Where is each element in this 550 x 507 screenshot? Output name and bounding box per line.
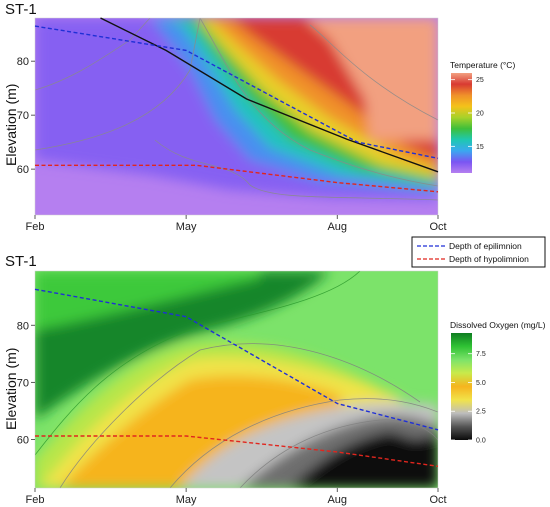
temperature-xtick-label: Aug [327, 221, 347, 233]
temperature-xtick-label: Feb [26, 221, 45, 233]
temperature-title: ST-1 [5, 1, 37, 18]
temperature-colorbar-tick-label: 15 [476, 144, 484, 151]
temperature-colorbar-tick-label: 20 [476, 111, 484, 118]
temperature-heatmap [35, 18, 438, 215]
hypolimnion-legend-label: Depth of hypolimnion [449, 254, 529, 264]
oxygen-xtick-label: Oct [429, 494, 446, 506]
oxygen-epilimnion-line [34, 288, 439, 431]
oxygen-colorbar-tick-label: 2.5 [476, 409, 486, 416]
temperature-xtick-label: Oct [429, 221, 446, 233]
temperature-ylabel: Elevation (m) [3, 84, 19, 166]
oxygen-xtick-label: May [176, 494, 197, 506]
temperature-ytick-label: 70 [17, 110, 29, 122]
temperature-field [35, 18, 438, 200]
oxygen-colorbar-tick-label: 0.0 [476, 438, 486, 445]
temperature-axes: Feb May Aug Oct 60 70 80 [17, 56, 447, 233]
oxygen-hypolimnion-line [35, 435, 439, 467]
oxygen-axes: Feb May Aug Oct 60 70 80 [17, 320, 447, 506]
oxygen-xtick-label: Aug [327, 494, 347, 506]
oxygen-ytick-label: 80 [17, 320, 29, 332]
temperature-colorbar-ramp [451, 73, 472, 173]
temperature-series-lines [34, 17, 439, 193]
oxygen-colorbar-title: Dissolved Oxygen (mg/L) [450, 320, 546, 330]
epilimnion-legend-label: Depth of epilimnion [449, 241, 522, 251]
oxygen-colorbar-ticks: 7.5 5.0 2.5 0.0 [451, 351, 486, 445]
temperature-plot-frame [34, 17, 439, 216]
temperature-colorbar-tick-label: 25 [476, 77, 484, 84]
oxygen-xtick-label: Feb [26, 494, 45, 506]
line-legend: Depth of epilimnion Depth of hypolimnion [411, 236, 546, 268]
temperature-ytick-label: 60 [17, 164, 29, 176]
oxygen-ytick-label: 70 [17, 377, 29, 389]
oxygen-series-lines [34, 288, 439, 467]
oxygen-colorbar-ramp [451, 333, 472, 440]
line-legend-box [411, 236, 546, 268]
oxygen-field [35, 271, 438, 488]
oxygen-heatmap [35, 271, 438, 488]
oxygen-contours [35, 271, 438, 488]
oxygen-title: ST-1 [5, 253, 37, 270]
temperature-colorbar-ticks: 25 20 15 [451, 77, 484, 151]
temperature-gray-contours [35, 18, 438, 201]
temperature-hypolimnion-line [35, 164, 439, 193]
oxygen-band-black [290, 432, 438, 488]
oxygen-plot-frame [34, 270, 439, 489]
temperature-colorbar-title: Temperature (°C) [450, 60, 515, 70]
temperature-colorbar: Temperature (°C) 25 20 15 [450, 60, 515, 173]
oxygen-colorbar-tick-label: 7.5 [476, 351, 486, 358]
temperature-ytick-label: 80 [17, 56, 29, 68]
oxygen-band-green [35, 271, 260, 330]
temperature-epilimnion-line [34, 25, 439, 159]
temperature-black-contour [100, 17, 439, 173]
oxygen-colorbar-tick-label: 5.0 [476, 380, 486, 387]
oxygen-ylabel: Elevation (m) [3, 348, 19, 430]
temperature-xtick-label: May [176, 221, 197, 233]
oxygen-ytick-label: 60 [17, 434, 29, 446]
temperature-panel: ST-1 Feb May Aug Oct 60 70 80 [3, 1, 515, 233]
oxygen-colorbar: Dissolved Oxygen (mg/L) 7.5 5.0 2.5 0.0 [450, 320, 546, 445]
